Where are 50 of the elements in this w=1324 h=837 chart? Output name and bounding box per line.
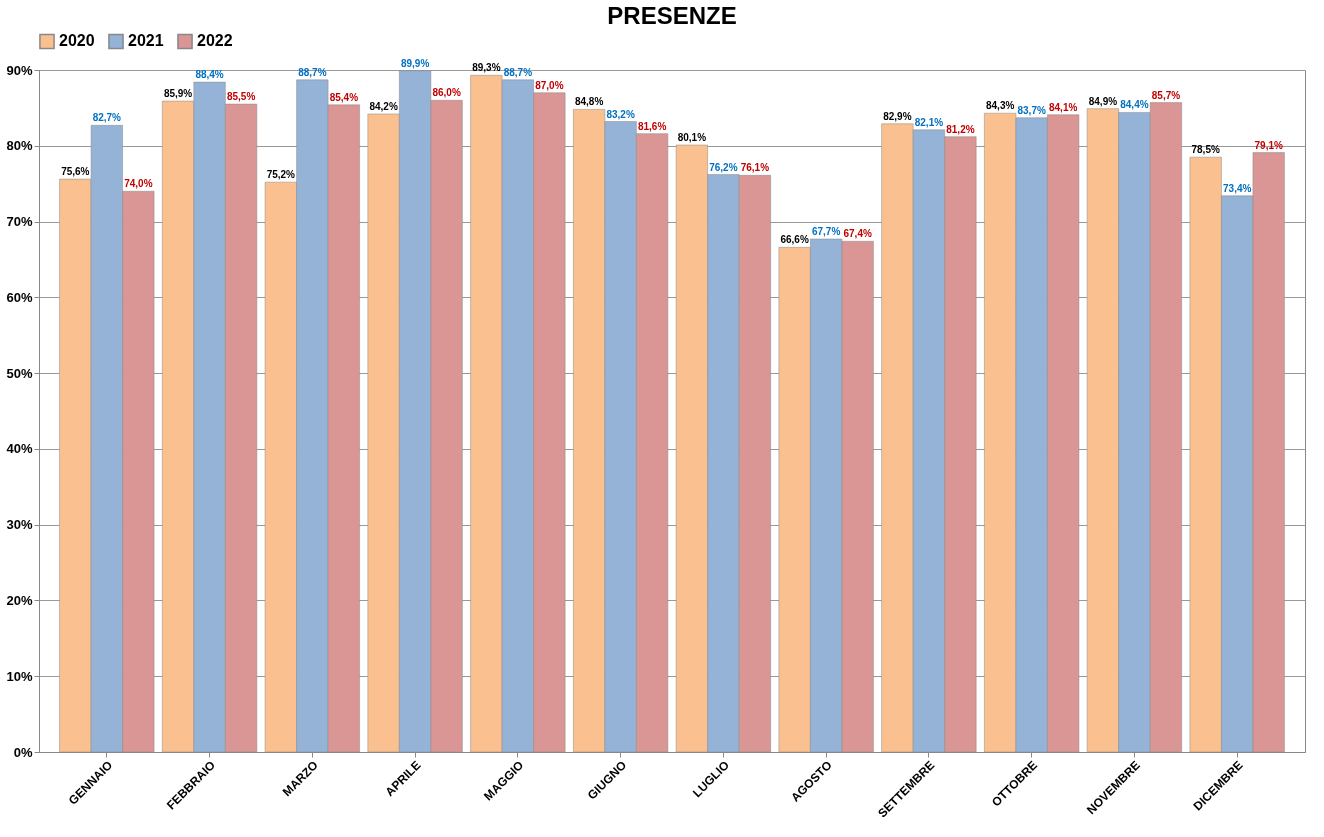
data-label: 66,6% — [780, 234, 809, 246]
data-label: 82,9% — [883, 110, 912, 122]
chart-title: PRESENZE — [607, 2, 737, 29]
data-label: 89,9% — [400, 57, 430, 69]
data-label: 86,0% — [432, 87, 461, 99]
y-tick-label: 10% — [6, 668, 33, 684]
data-label: 88,4% — [195, 69, 224, 81]
data-label: 78,5% — [1191, 144, 1220, 156]
y-tick-label: 30% — [6, 517, 33, 533]
data-label: 84,8% — [574, 96, 604, 108]
data-label: 82,7% — [92, 112, 122, 124]
y-tick-label: 60% — [6, 289, 33, 305]
legend-label: 2020 — [59, 32, 95, 50]
data-label: 84,4% — [1120, 99, 1149, 111]
data-label: 85,5% — [226, 91, 256, 103]
data-label: 84,1% — [1048, 101, 1078, 113]
data-label: 81,2% — [946, 123, 975, 135]
y-tick-label: 20% — [6, 592, 33, 608]
data-label: 67,4% — [843, 228, 872, 240]
data-label: 87,0% — [535, 79, 564, 91]
data-label: 84,2% — [369, 100, 398, 112]
y-tick-label: 40% — [6, 441, 33, 457]
data-label: 74,0% — [124, 178, 153, 190]
data-label: 84,9% — [1088, 95, 1118, 107]
data-label: 88,7% — [298, 66, 327, 78]
data-label: 85,9% — [163, 88, 193, 100]
data-label: 85,4% — [329, 91, 359, 103]
data-label: 75,6% — [61, 166, 90, 178]
data-label: 81,6% — [637, 120, 667, 132]
data-label: 76,2% — [709, 161, 738, 173]
y-tick-label: 80% — [6, 138, 33, 154]
data-label: 89,3% — [472, 62, 501, 74]
data-label: 88,7% — [503, 66, 533, 78]
y-tick-label: 50% — [6, 365, 33, 381]
y-tick-label: 70% — [6, 214, 33, 230]
legend-label: 2021 — [128, 32, 164, 50]
data-label: 76,1% — [740, 162, 770, 174]
legend-label: 2022 — [197, 32, 233, 50]
data-label: 75,2% — [266, 169, 296, 181]
data-label: 84,3% — [985, 100, 1015, 112]
data-label: 85,7% — [1151, 89, 1181, 101]
y-tick-label: 90% — [6, 62, 33, 78]
data-label: 79,1% — [1254, 139, 1283, 151]
y-tick-label: 0% — [13, 744, 33, 760]
data-label: 80,1% — [677, 132, 707, 144]
data-label: 82,1% — [914, 116, 944, 128]
data-label: 73,4% — [1223, 182, 1252, 194]
data-label: 83,7% — [1017, 104, 1046, 116]
data-label: 67,7% — [811, 225, 841, 237]
data-label: 83,2% — [606, 108, 635, 120]
